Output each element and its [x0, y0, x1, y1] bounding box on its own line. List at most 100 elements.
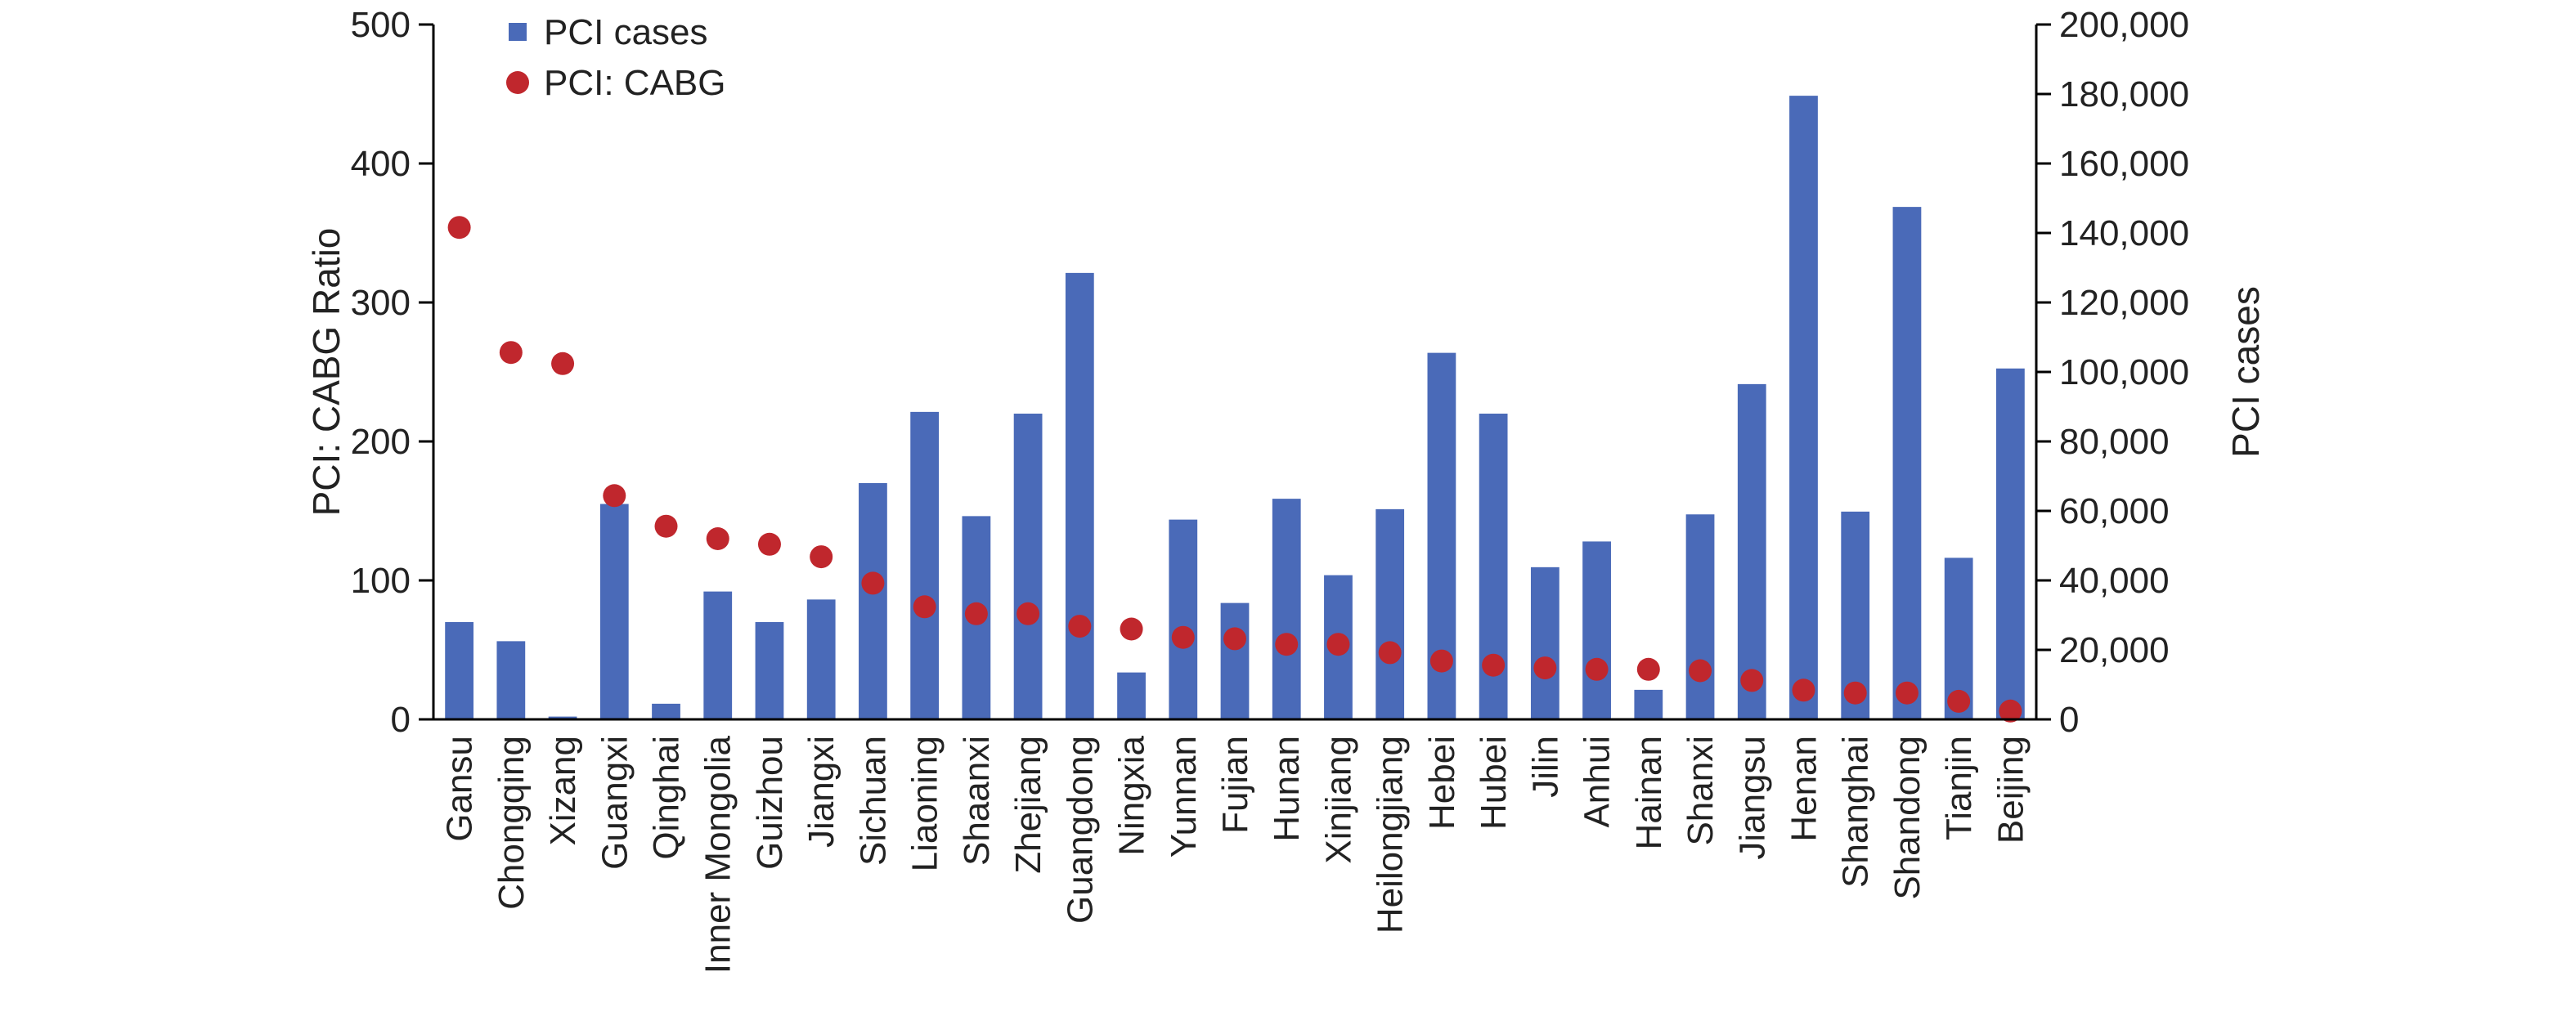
- category-label: Inner Mongolia: [698, 735, 738, 974]
- bar: [1220, 602, 1250, 719]
- right-tick-label: 100,000: [2059, 352, 2189, 392]
- ratio-point: [499, 341, 523, 365]
- left-tick-label: 400: [351, 144, 411, 184]
- bar: [1996, 368, 2025, 719]
- category-label: Jiangxi: [801, 736, 841, 848]
- right-tick-label: 60,000: [2059, 491, 2170, 531]
- legend-dot-swatch: [506, 71, 529, 94]
- ratio-point: [913, 595, 936, 619]
- right-tick-label: 160,000: [2059, 144, 2189, 184]
- right-tick-label: 180,000: [2059, 74, 2189, 114]
- category-label: Qinghai: [647, 736, 687, 860]
- ratio-point: [706, 527, 729, 550]
- category-label: Guizhou: [750, 736, 790, 870]
- legend: PCI cases PCI: CABG: [506, 12, 726, 103]
- bar: [1013, 414, 1043, 719]
- ratio-series: [447, 216, 2022, 723]
- bar: [1065, 272, 1094, 719]
- bar: [548, 716, 577, 719]
- category-label: Sichuan: [853, 736, 893, 866]
- category-label: Shanghai: [1836, 736, 1876, 888]
- ratio-point: [1895, 681, 1919, 705]
- bar: [1530, 566, 1560, 719]
- left-tick-label: 0: [391, 700, 411, 740]
- bar: [1582, 541, 1611, 719]
- ratio-point: [1429, 649, 1453, 673]
- ratio-point: [447, 216, 471, 240]
- legend-dot-label: PCI: CABG: [544, 63, 726, 103]
- category-label: Hebei: [1422, 736, 1462, 830]
- bar: [910, 411, 940, 719]
- ratio-point: [1068, 615, 1092, 638]
- ratio-point: [654, 514, 678, 538]
- bar: [1376, 508, 1405, 719]
- category-label: Beijing: [1990, 736, 2031, 844]
- left-tick-label: 200: [351, 422, 411, 462]
- bar: [1169, 519, 1198, 719]
- right-tick-label: 0: [2059, 700, 2079, 740]
- right-axis-title: PCI cases: [2224, 286, 2267, 458]
- ratio-point: [1223, 627, 1246, 651]
- category-label: Hainan: [1629, 736, 1669, 849]
- category-label: Hubei: [1474, 736, 1514, 830]
- ratio-point: [1999, 699, 2022, 723]
- category-label: Chongqing: [491, 736, 532, 910]
- category-label: Jilin: [1525, 736, 1565, 798]
- category-label: Heilongjiang: [1371, 736, 1411, 934]
- bar: [1634, 689, 1663, 719]
- category-label: Xinjiang: [1318, 736, 1358, 864]
- bar: [703, 591, 733, 719]
- bar: [1892, 207, 1922, 719]
- ratio-point: [1792, 678, 1815, 702]
- category-label: Shandong: [1887, 736, 1928, 900]
- ratio-point: [810, 545, 833, 569]
- ratio-point: [1947, 689, 1971, 713]
- bar: [1272, 499, 1301, 719]
- ratio-point: [1171, 625, 1195, 649]
- category-label: Shanxi: [1681, 736, 1721, 846]
- ratio-point: [1275, 633, 1299, 656]
- bar: [755, 622, 784, 719]
- right-tick-label: 80,000: [2059, 422, 2170, 462]
- ratio-point: [1326, 633, 1350, 656]
- bar: [1737, 383, 1766, 719]
- category-label: Liaoning: [905, 736, 945, 871]
- ratio-point: [603, 484, 626, 508]
- category-label: Yunnan: [1164, 736, 1204, 858]
- category-label: Anhui: [1577, 736, 1618, 828]
- category-labels: Gansu Chongqing Xizang Guangxi Qinghai Inner …: [440, 735, 2031, 974]
- legend-bar-swatch: [509, 23, 527, 41]
- left-axis-ticks: 0 100 200 300 400 500: [351, 5, 433, 740]
- right-tick-label: 40,000: [2059, 561, 2170, 601]
- ratio-point: [964, 602, 988, 625]
- left-tick-label: 300: [351, 283, 411, 323]
- bar: [599, 504, 629, 719]
- category-label: Henan: [1784, 736, 1824, 842]
- bar: [1685, 514, 1715, 719]
- legend-bar-label: PCI cases: [544, 12, 708, 52]
- bar: [1117, 672, 1146, 719]
- bar: [496, 641, 526, 719]
- category-label: Ningxia: [1112, 735, 1152, 855]
- category-label: Shaanxi: [957, 736, 997, 866]
- category-label: Zhejiang: [1008, 736, 1048, 874]
- bar: [652, 703, 680, 719]
- ratio-point: [757, 532, 781, 556]
- left-tick-label: 100: [351, 561, 411, 601]
- ratio-point: [1120, 617, 1143, 641]
- ratio-point: [1482, 653, 1506, 677]
- right-tick-label: 120,000: [2059, 283, 2189, 323]
- right-tick-label: 20,000: [2059, 630, 2170, 670]
- right-axis-ticks: 0 20,000 40,000 60,000 80,000 100,000 120,000 1…: [2036, 5, 2189, 740]
- ratio-point: [861, 571, 885, 595]
- left-tick-label: 500: [351, 5, 411, 45]
- ratio-point: [1689, 659, 1712, 683]
- ratio-point: [551, 352, 575, 375]
- bar: [806, 599, 836, 719]
- ratio-point: [1740, 669, 1764, 692]
- ratio-point: [1016, 602, 1040, 625]
- bar: [445, 622, 473, 719]
- category-label: Guangdong: [1060, 736, 1100, 924]
